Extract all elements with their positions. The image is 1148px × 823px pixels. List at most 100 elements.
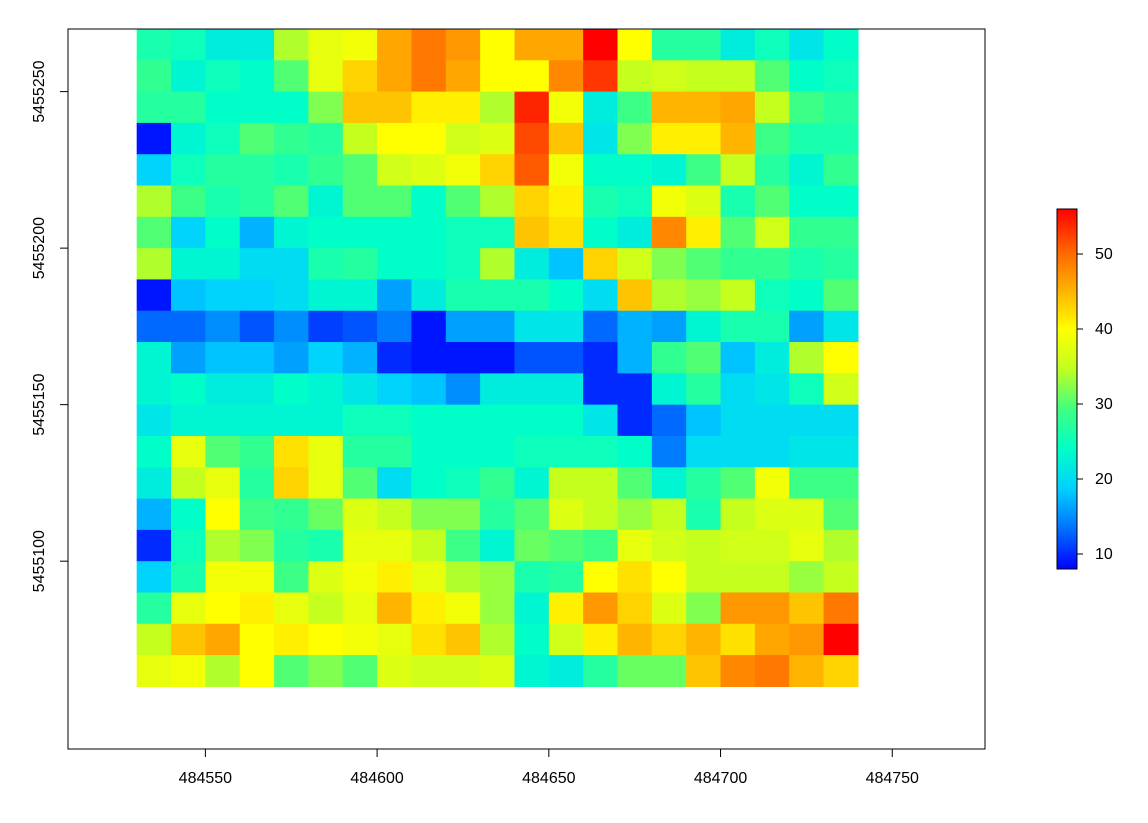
raster-cell: [274, 154, 310, 187]
raster-cell: [171, 435, 206, 468]
raster-cell: [617, 185, 653, 218]
raster-cell: [239, 310, 275, 343]
raster-cell: [754, 435, 790, 468]
raster-cell: [548, 154, 584, 187]
raster-cell: [754, 373, 790, 406]
raster-cell: [377, 122, 413, 155]
y-tick-label: 5455150: [31, 373, 48, 435]
raster-cell: [205, 592, 241, 625]
x-axis: 484550 484600 484650 484700 484750: [179, 748, 919, 787]
raster-cell: [686, 60, 722, 93]
raster-cell: [342, 279, 378, 312]
raster-cell: [411, 404, 447, 437]
raster-cell: [308, 310, 344, 343]
raster-cell: [445, 561, 481, 594]
raster-cell: [514, 216, 550, 249]
raster-cell: [823, 310, 859, 343]
raster-cell: [789, 467, 825, 500]
raster-cell: [617, 373, 653, 406]
raster-cell: [720, 91, 756, 124]
raster-cell: [514, 592, 550, 625]
raster-cell: [377, 248, 413, 281]
raster-cell: [720, 185, 756, 218]
raster-cell: [789, 592, 825, 625]
raster-cell: [514, 561, 550, 594]
raster-cell: [754, 216, 790, 249]
raster-cell: [480, 561, 516, 594]
raster-cell: [514, 122, 550, 155]
raster-cell: [617, 216, 653, 249]
x-tick-label: 484700: [694, 770, 747, 787]
raster-cell: [308, 592, 344, 625]
raster-cell: [411, 216, 447, 249]
raster-cell: [308, 342, 344, 374]
raster-cell: [171, 29, 206, 61]
raster-cell: [136, 529, 172, 562]
raster-cell: [274, 310, 310, 343]
raster-cell: [754, 623, 790, 656]
raster-cell: [617, 655, 653, 687]
raster-cell: [308, 154, 344, 187]
raster-cell: [617, 498, 653, 531]
raster-cell: [548, 623, 584, 656]
raster-cell: [651, 342, 687, 374]
y-tick-label: 5455100: [31, 530, 48, 592]
raster-cell: [342, 498, 378, 531]
raster-cell: [445, 373, 481, 406]
raster-cell: [789, 404, 825, 437]
raster-cell: [342, 592, 378, 625]
raster-cell: [651, 467, 687, 500]
raster-cell: [342, 185, 378, 218]
raster-cell: [754, 29, 790, 61]
raster-cell: [205, 623, 241, 656]
raster-cell: [411, 561, 447, 594]
raster-cell: [651, 91, 687, 124]
raster-cell: [583, 498, 619, 531]
raster-cell: [171, 216, 206, 249]
raster-cell: [411, 623, 447, 656]
raster-cell: [274, 248, 310, 281]
raster-cell: [686, 29, 722, 61]
raster-cell: [651, 561, 687, 594]
raster-cell: [411, 185, 447, 218]
raster-cell: [514, 435, 550, 468]
raster-cell: [823, 248, 859, 281]
raster-cell: [377, 529, 413, 562]
raster-cell: [445, 29, 481, 61]
raster-cell: [583, 91, 619, 124]
raster-cell: [720, 498, 756, 531]
raster-cell: [308, 216, 344, 249]
raster-cell: [342, 29, 378, 61]
raster-cell: [480, 373, 516, 406]
raster-cell: [445, 216, 481, 249]
raster-cell: [377, 185, 413, 218]
raster-cell: [480, 467, 516, 500]
raster-cell: [686, 279, 722, 312]
raster-cell: [239, 185, 275, 218]
raster-cell: [445, 498, 481, 531]
raster-cell: [583, 122, 619, 155]
raster-cell: [308, 122, 344, 155]
raster-cell: [274, 342, 310, 374]
raster-cell: [754, 91, 790, 124]
raster-cell: [651, 154, 687, 187]
colorbar-axis: 10 20 30 40 50: [1077, 246, 1113, 563]
raster-cell: [686, 467, 722, 500]
raster-cell: [342, 310, 378, 343]
raster-cell: [548, 29, 584, 61]
raster-cell: [205, 342, 241, 374]
raster-cell: [274, 655, 310, 687]
raster-cell: [136, 623, 172, 656]
raster-cell: [480, 279, 516, 312]
raster-cell: [720, 373, 756, 406]
raster-cell: [171, 467, 206, 500]
raster-cell: [789, 122, 825, 155]
raster-cell: [548, 561, 584, 594]
raster-cell: [136, 498, 172, 531]
raster-cell: [583, 279, 619, 312]
raster-cell: [205, 185, 241, 218]
raster-cell: [308, 91, 344, 124]
raster-cell: [651, 435, 687, 468]
raster-cell: [274, 529, 310, 562]
raster-cell: [411, 122, 447, 155]
